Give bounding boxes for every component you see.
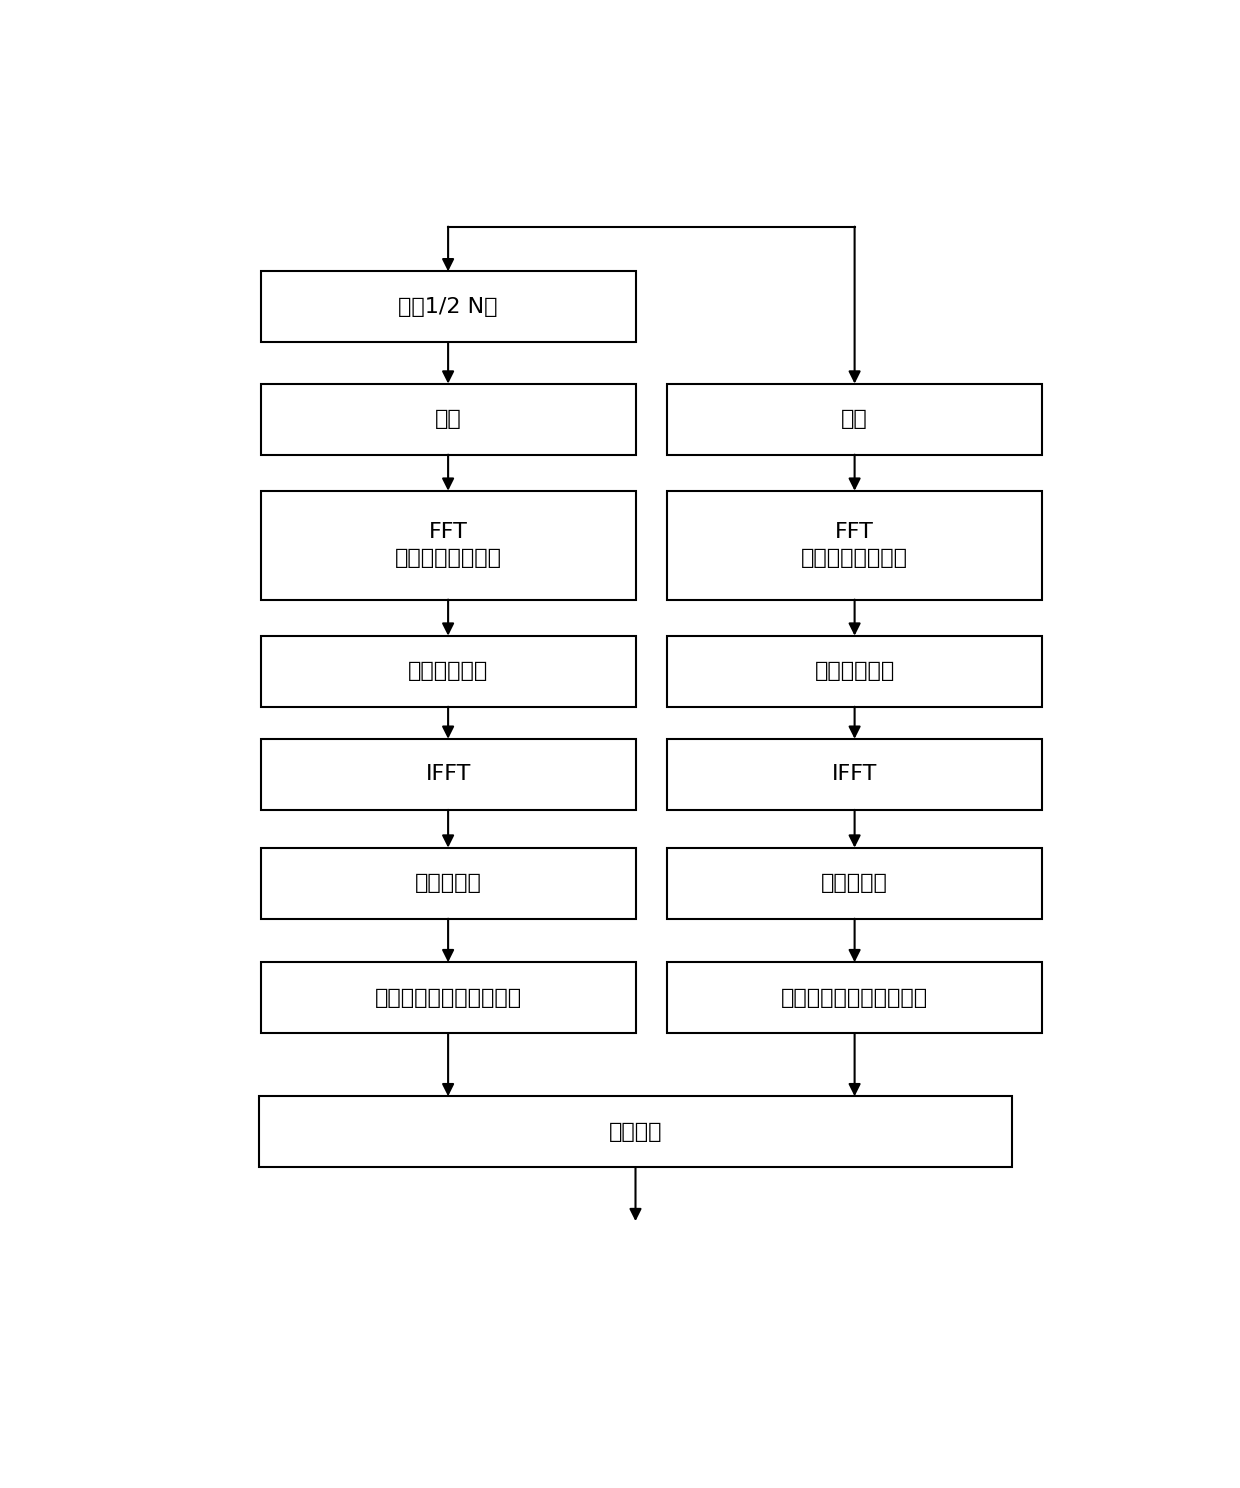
Bar — [260, 963, 635, 1033]
Text: 窗函数左右边缘信号去除: 窗函数左右边缘信号去除 — [374, 988, 522, 1007]
Text: 反加窗处理: 反加窗处理 — [414, 873, 481, 893]
Bar — [667, 963, 1042, 1033]
Text: 窗函数左右边缘信号去除: 窗函数左右边缘信号去除 — [781, 988, 929, 1007]
Text: 交叠输出: 交叠输出 — [609, 1122, 662, 1141]
Text: 加窗: 加窗 — [841, 409, 868, 429]
Bar — [667, 384, 1042, 455]
Bar — [260, 384, 635, 455]
Text: 加窗: 加窗 — [435, 409, 461, 429]
Text: IFFT: IFFT — [425, 765, 471, 784]
Bar — [667, 740, 1042, 809]
Text: FFT
（带外设置零值）: FFT （带外设置零值） — [801, 522, 908, 568]
Text: 频带干扰削除: 频带干扰削除 — [408, 661, 489, 682]
Bar — [260, 848, 635, 918]
Bar — [260, 740, 635, 809]
Bar — [260, 635, 635, 707]
Text: FFT
（带外设置零值）: FFT （带外设置零值） — [394, 522, 502, 568]
Text: 频带干扰削除: 频带干扰削除 — [815, 661, 895, 682]
Text: 反加窗处理: 反加窗处理 — [821, 873, 888, 893]
Bar — [667, 635, 1042, 707]
Bar — [260, 271, 635, 342]
Text: IFFT: IFFT — [832, 765, 877, 784]
Bar — [260, 491, 635, 600]
Bar — [667, 491, 1042, 600]
Text: 延迟1/2 N点: 延迟1/2 N点 — [398, 298, 497, 317]
Bar — [667, 848, 1042, 918]
Bar — [259, 1097, 1012, 1168]
